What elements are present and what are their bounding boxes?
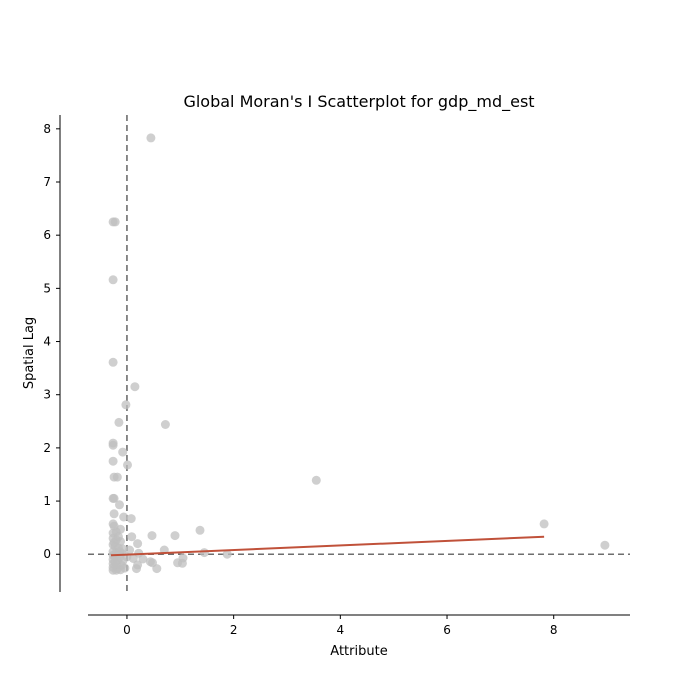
x-tick-label: 0: [123, 623, 131, 637]
scatter-point: [109, 509, 119, 519]
scatter-point: [108, 357, 118, 367]
scatter-point: [130, 382, 140, 392]
scatter-point: [119, 512, 129, 522]
y-tick-label: 4: [43, 335, 51, 349]
scatter-point: [118, 447, 128, 457]
reference-lines: [88, 115, 630, 592]
scatter-point: [132, 564, 141, 574]
y-tick-label: 5: [43, 281, 51, 295]
scatter-point: [123, 460, 132, 470]
scatter-point: [152, 564, 162, 574]
scatter-point: [115, 500, 124, 510]
scatter-point: [121, 400, 131, 410]
scatter-point: [146, 133, 156, 143]
regression-line: [110, 535, 545, 557]
regression-line-group: [110, 535, 545, 557]
scatter-point: [125, 545, 135, 555]
scatter-point: [170, 531, 180, 541]
scatter-point: [539, 519, 549, 529]
scatter-point: [160, 420, 170, 429]
scatter-point: [113, 532, 123, 542]
scatter-point: [600, 540, 610, 550]
scatter-point: [126, 514, 136, 524]
y-tick-label: 0: [43, 547, 51, 561]
scatter-point: [116, 565, 125, 575]
x-tick-label: 6: [443, 623, 451, 637]
scatter-point: [114, 417, 124, 427]
scatter-point: [112, 472, 122, 482]
scatter-point: [108, 440, 118, 450]
y-tick-label: 2: [43, 441, 51, 455]
scatter-point: [311, 475, 321, 485]
scatter-point: [109, 493, 119, 503]
scatter-point: [110, 557, 120, 567]
y-tick-label: 1: [43, 494, 51, 508]
x-axis-label: Attribute: [330, 644, 387, 659]
scatter-point: [177, 558, 187, 568]
scatter-point: [195, 525, 205, 535]
scatter-point: [128, 554, 138, 563]
x-tick-label: 8: [550, 623, 558, 637]
scatter-point: [116, 524, 125, 534]
scatter-point: [108, 275, 118, 285]
y-axis-label: Spatial Lag: [22, 317, 37, 389]
scatter-point: [147, 531, 157, 541]
y-axis-ticks: 0 1 2 3 4 5 6 7 8: [43, 122, 60, 561]
y-tick-label: 7: [43, 175, 51, 189]
scatter-points: [108, 133, 610, 575]
x-axis-ticks: 0 2 4 6 8: [123, 615, 558, 637]
scatter-point: [133, 539, 143, 549]
scatter-point: [108, 456, 118, 466]
scatter-point: [127, 532, 137, 542]
x-tick-label: 2: [230, 623, 238, 637]
x-tick-label: 4: [337, 623, 345, 637]
scatter-point: [110, 217, 120, 227]
y-tick-label: 8: [43, 122, 51, 136]
y-tick-label: 3: [43, 388, 51, 402]
scatter-point: [222, 549, 232, 559]
y-tick-label: 6: [43, 228, 51, 242]
scatter-point: [138, 554, 148, 564]
plot-area: [88, 115, 630, 592]
scatter-point: [199, 548, 209, 558]
chart-title: Global Moran's I Scatterplot for gdp_md_…: [183, 92, 534, 112]
